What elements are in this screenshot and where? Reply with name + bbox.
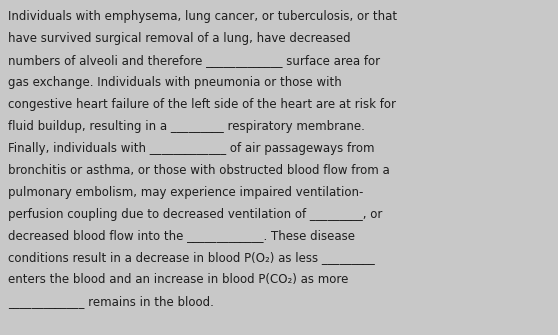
Text: bronchitis or asthma, or those with obstructed blood flow from a: bronchitis or asthma, or those with obst…: [8, 164, 390, 177]
Text: gas exchange. Individuals with pneumonia or those with: gas exchange. Individuals with pneumonia…: [8, 76, 342, 89]
Text: fluid buildup, resulting in a _________ respiratory membrane.: fluid buildup, resulting in a _________ …: [8, 120, 365, 133]
Text: conditions result in a decrease in blood P(O₂) as less _________: conditions result in a decrease in blood…: [8, 251, 375, 264]
Text: decreased blood flow into the _____________. These disease: decreased blood flow into the __________…: [8, 229, 355, 243]
Text: Finally, individuals with _____________ of air passageways from: Finally, individuals with _____________ …: [8, 142, 375, 155]
Text: Individuals with emphysema, lung cancer, or tuberculosis, or that: Individuals with emphysema, lung cancer,…: [8, 10, 397, 23]
Text: numbers of alveoli and therefore _____________ surface area for: numbers of alveoli and therefore _______…: [8, 54, 381, 67]
Text: congestive heart failure of the left side of the heart are at risk for: congestive heart failure of the left sid…: [8, 98, 396, 111]
Text: enters the blood and an increase in blood P(CO₂) as more: enters the blood and an increase in bloo…: [8, 273, 349, 286]
Text: have survived surgical removal of a lung, have decreased: have survived surgical removal of a lung…: [8, 32, 351, 45]
Text: perfusion coupling due to decreased ventilation of _________, or: perfusion coupling due to decreased vent…: [8, 208, 383, 220]
Text: _____________ remains in the blood.: _____________ remains in the blood.: [8, 295, 214, 308]
Text: pulmonary embolism, may experience impaired ventilation-: pulmonary embolism, may experience impai…: [8, 186, 364, 199]
